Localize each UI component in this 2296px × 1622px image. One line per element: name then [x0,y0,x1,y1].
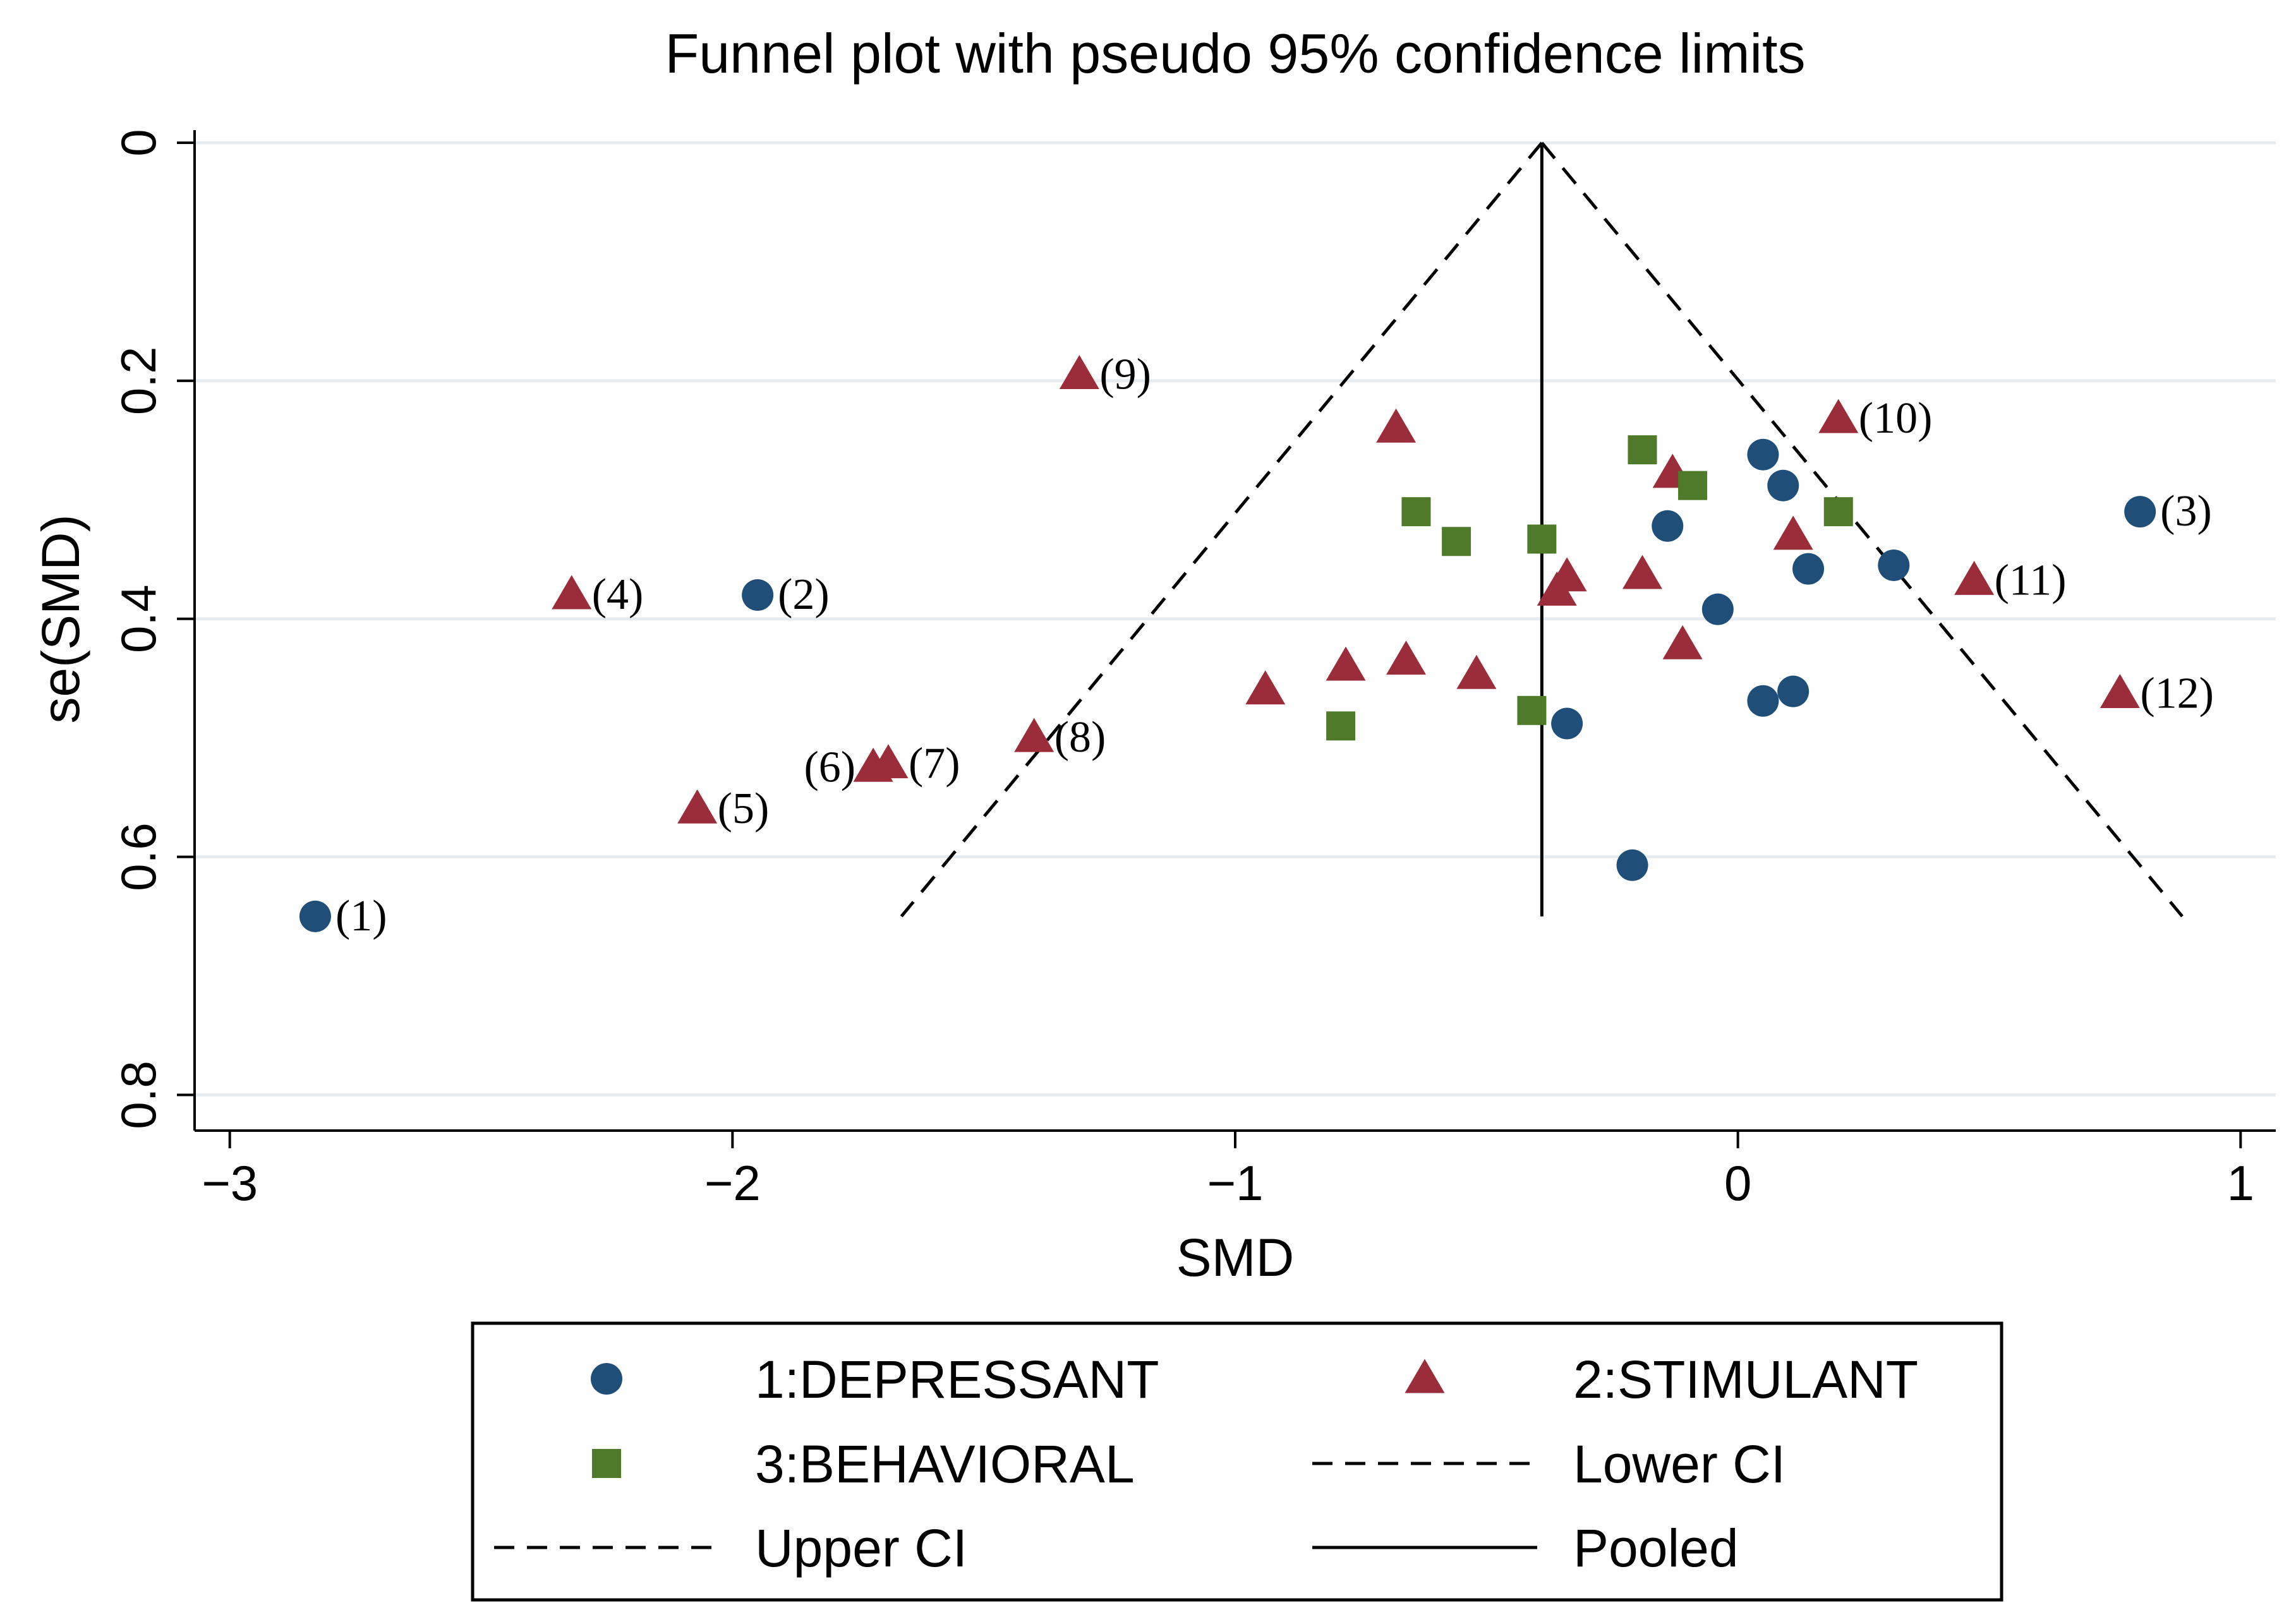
point-label: (11) [1995,556,2067,604]
data-point-triangle [1622,555,1662,589]
data-point-triangle [1954,561,1994,595]
upper-ci-line [1542,143,2182,916]
y-tick-label: 0.4 [111,585,166,653]
legend-label: Lower CI [1573,1434,1785,1494]
x-tick-label: −2 [704,1155,761,1211]
data-point-triangle [1060,355,1099,389]
point-label: (8) [1054,713,1106,762]
data-point-square [1442,527,1471,556]
data-point-triangle [1376,409,1416,443]
data-point-triangle [552,575,591,610]
gridlines [195,143,2276,1095]
legend-marker-circle [591,1363,622,1395]
data-point-triangle [1773,515,1813,550]
x-tick-label: −1 [1207,1155,1264,1211]
y-axis-title: se(SMD) [31,514,90,723]
x-tick-label: 0 [1724,1155,1751,1211]
data-point-square [1628,435,1657,464]
axes: −3 −2 −1 0 1 0 0.2 0.4 0.6 0.8 [111,129,2276,1211]
x-tick-label: 1 [2227,1155,2254,1211]
point-label: (12) [2140,669,2214,718]
legend-marker-square [592,1449,621,1478]
y-tick-label: 0.8 [111,1060,166,1129]
data-point-triangle [1386,640,1426,675]
data-point-triangle [1014,718,1054,752]
x-tick-label: −3 [202,1155,258,1211]
data-point-square [1401,497,1430,526]
data-point-circle [1878,550,1909,581]
point-label: (6) [804,743,856,791]
legend: 1:DEPRESSANT 2:STIMULANT 3:BEHAVIORAL Lower… [473,1323,2002,1600]
point-label: (10) [1859,394,1933,443]
data-point-circle [1652,510,1683,542]
data-point-circle [1792,553,1824,585]
data-point-circle [742,579,773,611]
data-point-circle [1777,676,1809,707]
data-point-circle [1747,685,1779,717]
y-tick-label: 0.6 [111,822,166,891]
legend-label: 3:BEHAVIORAL [755,1434,1135,1494]
data-point-circle [1747,439,1779,471]
point-label: (4) [592,570,644,619]
data-point-circle [2124,496,2156,527]
legend-label: 2:STIMULANT [1573,1350,1918,1409]
data-point-triangle [1456,655,1496,689]
chart-title: Funnel plot with pseudo 95% confidence l… [665,22,1805,85]
data-point-square [1824,497,1853,526]
y-tick-label: 0.2 [111,347,166,415]
data-point-square [1517,696,1546,725]
point-label: (5) [718,784,770,833]
point-labels: (1) (2) (3) (4) (5) (6) (7) (8) (9) (10) (11) (12) [335,350,2214,940]
y-tick-label: 0 [111,129,166,156]
data-point-circle [1767,470,1799,502]
data-point-triangle [1245,670,1285,704]
data-point-circle [1617,850,1648,881]
data-point-circle [1551,708,1583,740]
data-point-triangle [1818,399,1858,433]
point-label: (2) [778,570,830,619]
data-point-square [1678,471,1707,500]
x-axis-title: SMD [1176,1228,1295,1287]
point-label: (1) [335,892,387,940]
legend-label: Upper CI [755,1518,967,1578]
data-point-triangle [1326,647,1366,681]
data-point-circle [1702,594,1734,625]
data-point-square [1326,711,1355,740]
data-point-triangle [2100,674,2140,708]
point-label: (9) [1099,350,1151,399]
point-label: (3) [2160,487,2212,536]
data-point-square [1527,524,1556,553]
legend-label: Pooled [1573,1518,1739,1578]
legend-label: 1:DEPRESSANT [755,1350,1159,1409]
data-point-triangle [1663,625,1703,659]
data-point-triangle [677,790,717,824]
point-label: (7) [909,740,960,788]
data-point-circle [299,901,331,932]
